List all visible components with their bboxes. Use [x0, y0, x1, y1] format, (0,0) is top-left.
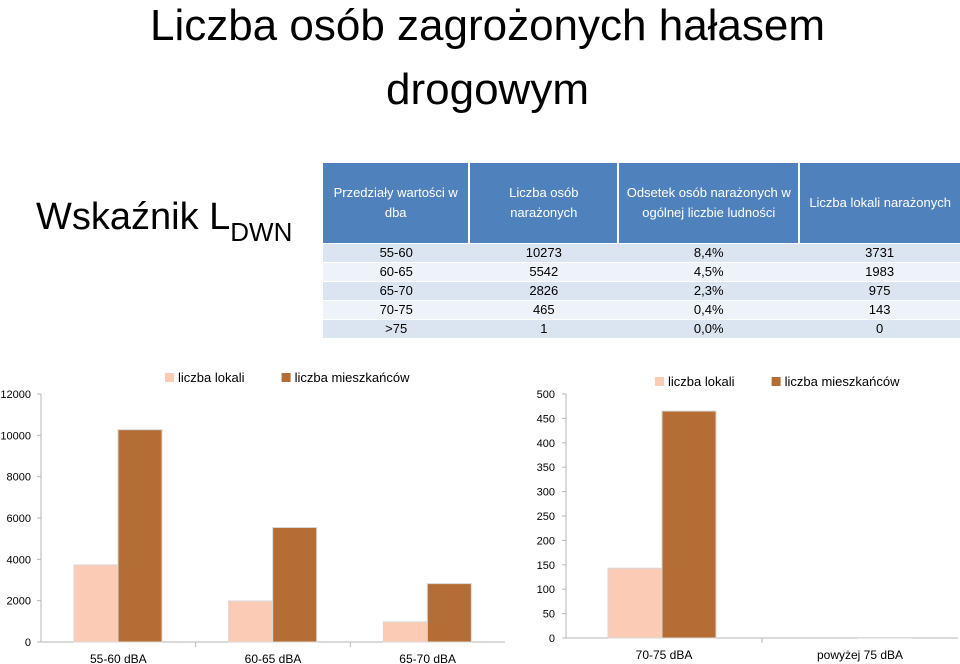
indicator-text: Wskaźnik L — [36, 196, 231, 238]
y-tick-label: 150 — [537, 560, 555, 572]
table-row: 70-75 465 0,4% 143 — [323, 300, 960, 320]
table-header-cell: Odsetek osób narażonych w ogólnej liczbi… — [618, 163, 801, 244]
table-cell: 10273 — [469, 243, 619, 263]
legend-swatch — [655, 377, 664, 386]
bar — [272, 526, 318, 643]
y-tick-label: 300 — [537, 487, 555, 499]
y-tick-label: 4000 — [7, 554, 31, 566]
table-cell: 5542 — [469, 262, 619, 282]
legend-label: liczba mieszkańców — [785, 374, 900, 389]
table-cell: 2,3% — [618, 281, 800, 301]
y-tick-label: 0 — [25, 637, 31, 649]
x-category-label: 70-75 dBA — [636, 648, 693, 662]
bar — [228, 600, 274, 643]
table-row: 65-70 2826 2,3% 975 — [323, 281, 960, 301]
bar — [607, 567, 663, 639]
bar — [117, 429, 163, 643]
table-cell: 60-65 — [323, 262, 470, 282]
x-category-label: 65-70 dBA — [399, 652, 456, 664]
x-category-label: powyżej 75 dBA — [817, 648, 903, 662]
bar — [426, 583, 472, 643]
x-category-label: 55-60 dBA — [90, 652, 147, 664]
y-tick-label: 400 — [537, 438, 555, 450]
table-row: 60-65 5542 4,5% 1983 — [323, 262, 960, 282]
table-cell: 0,0% — [618, 319, 800, 338]
table-cell: 70-75 — [323, 300, 470, 320]
y-tick-label: 12000 — [0, 389, 31, 401]
table-cell: 55-60 — [323, 243, 470, 263]
table-row: 55-60 10273 8,4% 3731 — [323, 243, 960, 263]
x-category-label: 60-65 dBA — [245, 652, 302, 664]
legend-label: liczba mieszkańców — [295, 370, 410, 385]
y-tick-label: 350 — [537, 462, 555, 474]
y-tick-label: 100 — [537, 584, 555, 596]
bar — [661, 410, 717, 639]
table-cell: >75 — [323, 319, 470, 338]
table-cell: 4,5% — [618, 262, 800, 282]
table-header-cell: Przedziały wartości w dba — [323, 163, 471, 244]
y-tick-label: 50 — [543, 609, 555, 621]
table-cell: 65-70 — [323, 281, 470, 301]
table-cell: 975 — [799, 281, 960, 301]
y-tick-label: 10000 — [0, 430, 31, 442]
table-cell: 465 — [469, 300, 619, 320]
legend-label: liczba lokali — [668, 374, 735, 389]
noise-table: Przedziały wartości w dba Liczba osób na… — [323, 163, 960, 338]
table-cell: 0,4% — [618, 300, 800, 320]
y-tick-label: 500 — [537, 389, 555, 401]
y-tick-label: 450 — [537, 413, 555, 425]
y-tick-label: 200 — [537, 535, 555, 547]
table-cell: 143 — [799, 300, 960, 320]
table-header-cell: Liczba osób narażonych — [469, 163, 620, 244]
table-header-row: Przedziały wartości w dba Liczba osób na… — [323, 163, 960, 244]
table-cell: 1 — [469, 319, 619, 338]
legend-swatch — [165, 373, 174, 382]
table-row: >75 1 0,0% 0 — [323, 319, 960, 338]
indicator-label: Wskaźnik LDWN — [36, 196, 292, 247]
title-line-1: Liczba osób zagrożonych hałasem — [149, 1, 826, 50]
y-tick-label: 2000 — [7, 596, 31, 608]
title-line-2: drogowym — [386, 65, 589, 114]
y-tick-label: 0 — [549, 633, 555, 645]
table-cell: 8,4% — [618, 243, 800, 263]
table-header-cell: Liczba lokali narażonych — [799, 163, 960, 244]
table-cell: 1983 — [799, 262, 960, 282]
indicator-subscript: DWN — [230, 217, 293, 247]
y-tick-label: 6000 — [7, 513, 31, 525]
legend-label: liczba lokali — [178, 370, 245, 385]
legend-swatch — [771, 377, 781, 386]
table-cell: 3731 — [799, 243, 960, 263]
table-cell: 2826 — [469, 281, 619, 301]
y-tick-label: 250 — [537, 511, 555, 523]
table-cell: 0 — [799, 319, 960, 338]
legend-swatch — [281, 373, 291, 382]
y-tick-label: 8000 — [7, 472, 31, 484]
